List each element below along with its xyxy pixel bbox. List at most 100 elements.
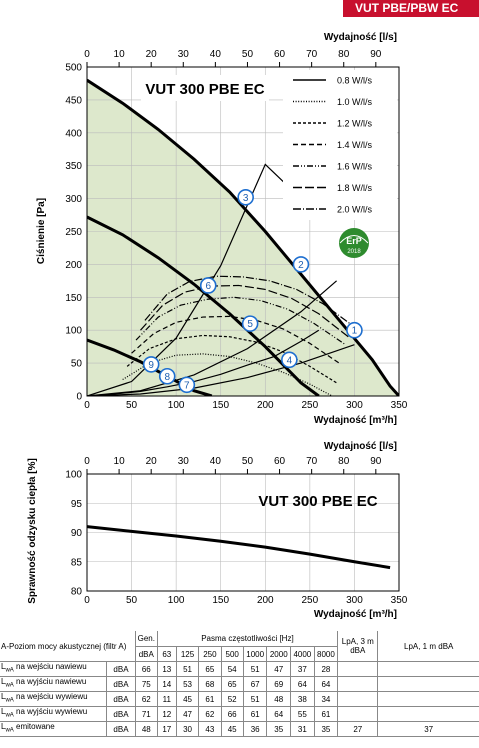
x2-tick-label: 40 — [210, 49, 222, 60]
x2-tick-label: 20 — [146, 49, 158, 60]
table-row: LwA na wejściu wywiewu dBA 62 11 45 61 52 51 48 3… — [0, 691, 479, 707]
table-cell: 11 — [156, 691, 177, 707]
table-cell: 47 — [266, 661, 292, 677]
x2-tick-label: 80 — [338, 49, 350, 60]
x2-tick-label: 30 — [178, 456, 190, 467]
table-cell: 35 — [313, 721, 339, 737]
table-cell: 61 — [242, 706, 268, 722]
table-cell: 37 — [290, 661, 315, 677]
y-tick-label: 400 — [65, 128, 82, 139]
plot-frame — [86, 473, 400, 592]
y-axis-label: Sprawność odzysku ciepła [%] — [27, 458, 38, 604]
x-axis-label: Wydajność [m³/h] — [314, 415, 397, 426]
table-row: LwA na wyjściu wywiewu dBA 71 12 47 62 66 61 64 5… — [0, 706, 479, 722]
table-cell: 45 — [175, 691, 200, 707]
x2-tick-label: 10 — [114, 456, 126, 467]
operating-points: 1 2 3 4 5 6 7 89 — [142, 188, 363, 394]
table-cell: 53 — [175, 676, 200, 692]
legend-label: 1.0 W/l/s — [337, 97, 373, 107]
table-cell: 52 — [220, 691, 244, 707]
erp-label: ErP — [346, 236, 362, 246]
unit-cell: 250 — [198, 646, 222, 662]
operating-point-label: 7 — [184, 380, 190, 391]
table-cell: 65 — [220, 676, 244, 692]
operating-point-label: 8 — [164, 372, 170, 383]
x2-tick-label: 80 — [338, 456, 350, 467]
y-tick-label: 100 — [65, 326, 82, 337]
chart-title-box — [141, 75, 269, 101]
x2-tick-label: 40 — [210, 456, 222, 467]
table-cell: 62 — [198, 706, 222, 722]
table-cell: 64 — [290, 676, 315, 692]
x-tick-label: 250 — [302, 400, 319, 411]
operating-point-marker — [281, 351, 298, 369]
unit-cell: 2000 — [266, 646, 292, 662]
x2-tick-label: 60 — [274, 456, 286, 467]
row-label: LwA na wyjściu wywiewu — [0, 706, 107, 722]
legend-label: 2.0 W/l/s — [337, 205, 373, 215]
operating-point-marker — [142, 356, 160, 373]
series-line-2-0-W-l-s — [144, 275, 355, 328]
operating-point-label: 6 — [205, 281, 211, 292]
x-tick-label: 300 — [346, 595, 363, 606]
table-row: LwA na wejściu nawiewu dBA 66 13 51 65 54 51 47 3… — [0, 661, 479, 677]
operating-point-marker — [237, 188, 254, 206]
row-unit: dBA — [106, 706, 136, 722]
row-unit: dBA — [106, 676, 136, 692]
table-cell: 17 — [156, 721, 177, 737]
row-label: LwA emitowane — [0, 721, 107, 737]
table-cell: 51 — [242, 661, 268, 677]
lpa1-header: LpA, 1 m dBA — [377, 631, 479, 662]
x2-tick-label: 10 — [114, 49, 126, 60]
operating-point-label: 2 — [298, 260, 304, 271]
series-line-system — [87, 280, 337, 396]
x2-tick-label: 90 — [370, 49, 382, 60]
operating-point-marker — [241, 315, 259, 332]
y-tick-label: 350 — [65, 161, 82, 172]
x2-tick-label: 50 — [242, 49, 254, 60]
table-cell: 62 — [134, 691, 158, 707]
table-cell: 61 — [198, 691, 222, 707]
table-title: A-Poziom mocy akustycznej (filtr A) — [0, 631, 136, 662]
operating-point-label: 4 — [287, 355, 293, 366]
y-tick-label: 500 — [65, 63, 82, 74]
y-tick-label: 50 — [71, 359, 83, 370]
table-row: LwA na wyjściu nawiewu dBA 75 14 53 68 65 67 69 6… — [0, 676, 479, 692]
row-label: LwA na wejściu nawiewu — [0, 661, 107, 677]
y-tick-label: 95 — [71, 499, 83, 510]
legend-label: 1.6 W/l/s — [337, 162, 373, 172]
x2-tick-label: 60 — [274, 49, 286, 60]
y-tick-label: 85 — [71, 557, 83, 568]
table-cell: 34 — [313, 691, 339, 707]
y-tick-label: 250 — [65, 227, 82, 238]
x-tick-label: 0 — [84, 400, 90, 411]
lpa3-cell — [337, 691, 379, 707]
row-label: LwA na wyjściu nawiewu — [0, 676, 107, 692]
lpa3-cell — [337, 661, 379, 677]
y-axis-label: Ciśnienie [Pa] — [36, 198, 47, 264]
pressure-chart: 0 50 100 150 200 250 300 3500501001502002503003… — [36, 32, 408, 426]
operating-point-label: 9 — [148, 360, 154, 371]
table-cell: 38 — [290, 691, 315, 707]
table-cell: 54 — [220, 661, 244, 677]
table-cell: 69 — [266, 676, 292, 692]
efficiency-line — [86, 525, 391, 570]
series-line-fan-mid — [87, 215, 320, 396]
y-tick-label: 0 — [76, 392, 82, 403]
x-tick-label: 100 — [168, 595, 185, 606]
series-group — [86, 525, 391, 570]
table-cell: 31 — [290, 721, 315, 737]
x-tick-label: 200 — [257, 400, 274, 411]
x2-tick-label: 50 — [242, 456, 254, 467]
table-cell: 48 — [266, 691, 292, 707]
lpa3-cell — [337, 706, 379, 722]
operating-point-label: 5 — [247, 319, 253, 330]
unit-cell: 500 — [220, 646, 244, 662]
row-unit: dBA — [106, 691, 136, 707]
series-line-system — [87, 163, 302, 396]
x2-tick-label: 30 — [178, 49, 190, 60]
gen-header: Gen. — [134, 631, 158, 647]
table-cell: 71 — [134, 706, 158, 722]
table-cell: 47 — [175, 706, 200, 722]
